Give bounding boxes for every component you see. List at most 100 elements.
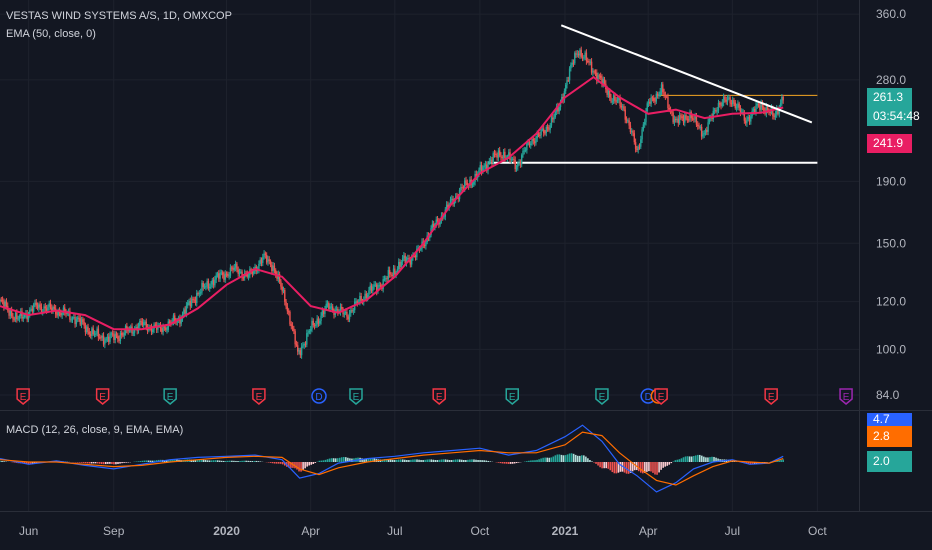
candle-body <box>479 165 481 170</box>
candle-body <box>425 242 427 246</box>
candle-body <box>653 98 655 101</box>
candle-body <box>154 324 157 326</box>
candle-body <box>232 268 234 270</box>
candle-body <box>636 148 638 151</box>
candle-body <box>61 312 63 316</box>
candle-body <box>498 150 501 156</box>
candle-body <box>117 336 119 339</box>
event-marker <box>595 388 609 405</box>
y-tick-label: 280.0 <box>876 73 906 87</box>
candle-body <box>133 328 136 333</box>
candle-body <box>242 277 245 279</box>
candle-body <box>53 307 56 309</box>
y-tick-label: 120.0 <box>876 295 906 309</box>
event-marker-label: E <box>99 392 106 403</box>
candle-body <box>207 280 210 289</box>
candle-body <box>603 79 606 84</box>
candle-body <box>743 111 746 121</box>
candle-body <box>488 160 491 163</box>
candle-body <box>510 159 513 161</box>
candle-body <box>293 328 295 332</box>
candle-body <box>364 293 366 300</box>
candle-body <box>75 319 78 325</box>
candle-body <box>545 126 547 134</box>
candle-body <box>276 274 278 279</box>
candle-body <box>399 261 401 267</box>
candle-body <box>23 314 26 318</box>
candle-body <box>594 72 597 74</box>
hist-value-badge: 2.0 <box>867 451 912 472</box>
candle-body <box>319 321 321 324</box>
candle-body <box>624 109 626 120</box>
candle-body <box>513 158 515 160</box>
candle-body <box>268 259 270 261</box>
x-tick-label: Sep <box>103 524 125 538</box>
candle-body <box>22 317 25 319</box>
candle-body <box>233 267 236 270</box>
candle-body <box>210 284 212 287</box>
candle-body <box>528 142 531 146</box>
candle-body <box>109 334 111 342</box>
candle-body <box>390 274 392 276</box>
candle-body <box>435 219 437 225</box>
candle-body <box>400 261 402 267</box>
macd-series-line <box>0 431 784 486</box>
candle-body <box>13 318 15 320</box>
candle-body <box>57 310 59 316</box>
candle-body <box>495 154 497 156</box>
candle-body <box>575 53 577 55</box>
event-marker <box>764 388 778 405</box>
candle-body <box>36 305 39 309</box>
candle-body <box>572 62 575 64</box>
event-marker-label: E <box>256 392 263 403</box>
candle-body <box>325 303 327 309</box>
candle-body <box>478 169 480 174</box>
candle-body <box>741 111 743 113</box>
candle-body <box>321 310 324 316</box>
candle-body <box>708 117 711 123</box>
candle-body <box>264 253 267 255</box>
candle-body <box>141 321 144 326</box>
candle-body <box>383 279 386 281</box>
candle-body <box>370 285 373 292</box>
candle-body <box>348 313 351 320</box>
trend-line <box>560 24 813 124</box>
candle-body <box>665 96 668 98</box>
candle-body <box>413 255 415 257</box>
candle-body <box>483 165 485 168</box>
candle-body <box>302 345 304 347</box>
candle-body <box>445 204 448 210</box>
candle-body <box>717 103 720 111</box>
candle-body <box>79 318 81 325</box>
candle-body <box>750 116 752 122</box>
candle-body <box>317 318 320 324</box>
candle-body <box>744 120 747 124</box>
candle-body <box>62 307 65 313</box>
ema-legend[interactable]: EMA (50, close, 0) <box>6 28 96 40</box>
candle-body <box>309 329 312 331</box>
candle-body <box>69 311 71 320</box>
time-axis: Jun Sep 2020 Apr Jul Oct 2021 Apr Jul Oct <box>19 524 827 538</box>
candle-body <box>715 110 717 112</box>
symbol-title: VESTAS WIND SYSTEMS A/S, 1D, OMXCOP <box>6 10 232 22</box>
candle-body <box>360 295 362 301</box>
x-tick-label: Oct <box>808 524 827 538</box>
candle-body <box>585 52 588 62</box>
candle-body <box>558 107 560 112</box>
candle-body <box>779 102 782 108</box>
candle-body <box>756 103 758 106</box>
candle-body <box>236 263 238 270</box>
candle-body <box>263 253 265 258</box>
candle-body <box>449 199 452 205</box>
candle-body <box>180 318 182 324</box>
macd-legend[interactable]: MACD (12, 26, close, 9, EMA, EMA) <box>6 424 184 436</box>
candle-body <box>237 269 239 274</box>
candle-body <box>341 306 343 309</box>
candle-body <box>194 300 197 303</box>
event-marker-label: E <box>599 392 606 403</box>
candle-body <box>328 303 330 309</box>
candle-body <box>220 272 223 274</box>
candle-body <box>646 103 648 112</box>
candle-body <box>185 305 188 314</box>
